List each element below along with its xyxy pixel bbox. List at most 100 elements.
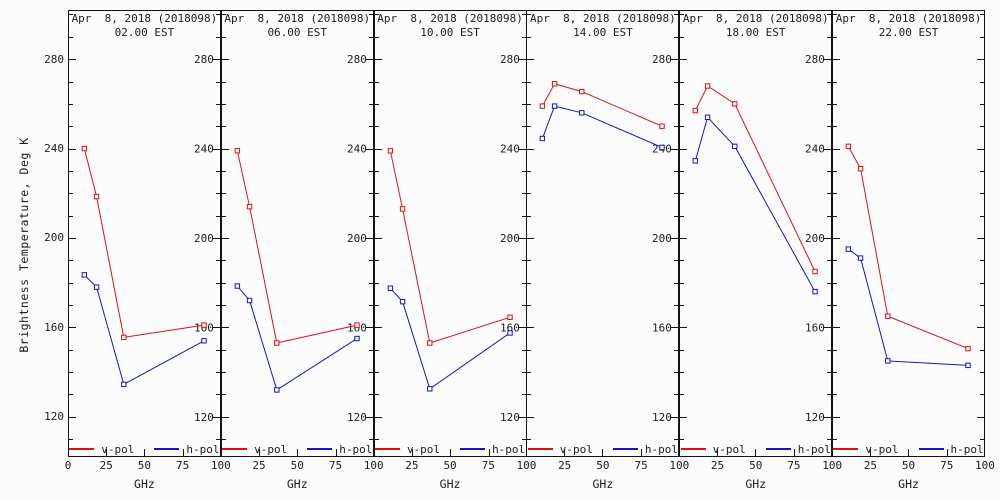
panel-plot-area: 120 160 200 240 280 [220, 10, 374, 457]
ytick-label-right: 240 [500, 143, 520, 156]
ytick-label-left: 200 [44, 231, 64, 245]
h-pol-marker [121, 381, 127, 388]
ytick-label-left: 280 [44, 52, 64, 66]
ytick-label-right: 160 [652, 321, 672, 334]
ytick-label-left: 120 [44, 410, 64, 424]
h-pol-line [236, 285, 358, 391]
v-pol-marker [93, 193, 100, 200]
v-pol-marker [121, 334, 127, 341]
xtick-label: 25 [558, 459, 572, 472]
v-pol-marker [246, 203, 253, 210]
ytick-label-right: 160 [805, 321, 825, 334]
x-axis-title: GHz [592, 477, 614, 491]
v-pol-marker [552, 81, 558, 87]
h-pol-line [542, 105, 663, 148]
legend-label: h-pol [339, 442, 373, 456]
h-pol-line [389, 287, 510, 390]
h-pol-marker [858, 255, 864, 261]
panel-title-time: 06.00 EST [267, 25, 328, 39]
h-pol-marker [81, 272, 88, 278]
legend-item-hpol: h-pol [154, 443, 220, 456]
v-pol-marker [579, 88, 585, 95]
h-pol-legend-swatch [307, 448, 333, 450]
xtick-label: 100 [516, 459, 537, 472]
h-pol-marker [659, 144, 666, 151]
panel-title-date: Apr 8, 2018 (2018098) [71, 12, 218, 25]
panel-border [526, 10, 680, 457]
xtick-label: 75 [940, 459, 954, 472]
panel-title-date: Apr 8, 2018 (2018098) [835, 12, 982, 25]
legend-label: v-pol [865, 442, 899, 456]
legend-label: h-pol [644, 442, 679, 456]
legend-item-vpol: v-pol [833, 442, 899, 456]
panel-title-time: 10.00 EST [420, 25, 480, 39]
h-pol-marker [845, 246, 852, 252]
v-pol-legend-swatch [680, 448, 706, 450]
xtick-label: 75 [787, 459, 801, 472]
v-pol-line [389, 150, 510, 344]
ytick-label-right: 200 [652, 232, 672, 245]
xtick-label: 50 [749, 459, 763, 472]
h-pol-marker [234, 283, 240, 289]
v-pol-legend-swatch [527, 448, 553, 450]
legend-label: v-pol [406, 442, 441, 456]
panel-title-date: Apr 8, 2018 (2018098) [377, 12, 523, 25]
ytick-label-right: 240 [805, 143, 825, 156]
h-pol-marker [506, 330, 513, 336]
legend-label: h-pol [797, 442, 831, 456]
h-pol-marker [540, 135, 546, 142]
h-pol-marker [579, 110, 585, 116]
v-pol-legend-swatch [833, 448, 859, 450]
ytick-label-right: 200 [500, 232, 520, 245]
panel-title-date: Apr 8, 2018 (2018098) [682, 12, 829, 25]
v-pol-marker [234, 148, 240, 154]
ytick-label-right: 120 [805, 411, 825, 424]
ytick-label-right: 200 [805, 232, 825, 245]
panel-plot-area [832, 10, 985, 457]
h-pol-marker [93, 284, 100, 290]
panel-border [679, 10, 833, 457]
v-pol-marker [273, 340, 280, 346]
v-pol-marker [732, 101, 738, 107]
xtick-label: 25 [710, 459, 725, 472]
y-axis-title: Brightness Temperature, Deg K [17, 137, 31, 353]
legend-item-hpol: h-pol [765, 442, 831, 456]
legend-label: h-pol [492, 442, 526, 456]
x-axis-title: GHz [439, 477, 461, 491]
v-pol-legend-swatch [69, 448, 95, 450]
v-pol-marker [692, 107, 699, 114]
panel-legend: v-pol h-pol [526, 442, 679, 456]
ytick-label-right: 160 [347, 321, 367, 334]
ytick-label-right: 200 [194, 232, 214, 245]
legend-item-vpol: v-pol [527, 443, 593, 456]
ytick-label-right: 280 [805, 53, 825, 66]
legend-item-vpol: v-pol [69, 443, 134, 456]
h-pol-legend-swatch [918, 448, 944, 450]
legend-item-vpol: v-pol [680, 443, 746, 456]
v-pol-marker [354, 322, 360, 328]
panels-row: 120 160 200 240 280 Apr 8, 2018 (2018098) 02.0… [65, 10, 995, 491]
v-pol-marker [387, 148, 393, 154]
h-pol-legend-swatch [460, 448, 486, 450]
legend-label: v-pol [101, 442, 135, 456]
ytick-label-right: 120 [652, 411, 672, 424]
ytick-label-right: 280 [347, 53, 367, 66]
legend-item-hpol: h-pol [460, 443, 525, 456]
h-pol-marker [399, 298, 405, 305]
xtick-label: 0 [64, 459, 72, 472]
panel-title-time: 14.00 EST [573, 25, 633, 39]
v-pol-marker [540, 103, 546, 109]
h-pol-marker [965, 362, 971, 369]
ytick-label-right: 280 [500, 53, 520, 66]
h-pol-marker [273, 387, 280, 393]
xtick-label: 75 [328, 459, 343, 472]
legend-item-vpol: v-pol [374, 442, 441, 456]
panel-title-block: Apr 8, 2018 (2018098) 06.00 EST [221, 12, 374, 39]
xtick-label: 75 [176, 459, 190, 472]
panel-title-time: 18.00 EST [725, 25, 786, 39]
xtick-label: 25 [252, 459, 266, 472]
xtick-label: 25 [863, 459, 877, 472]
panel-border [220, 10, 374, 457]
v-pol-legend-swatch [222, 448, 248, 450]
panel-border [832, 10, 985, 457]
